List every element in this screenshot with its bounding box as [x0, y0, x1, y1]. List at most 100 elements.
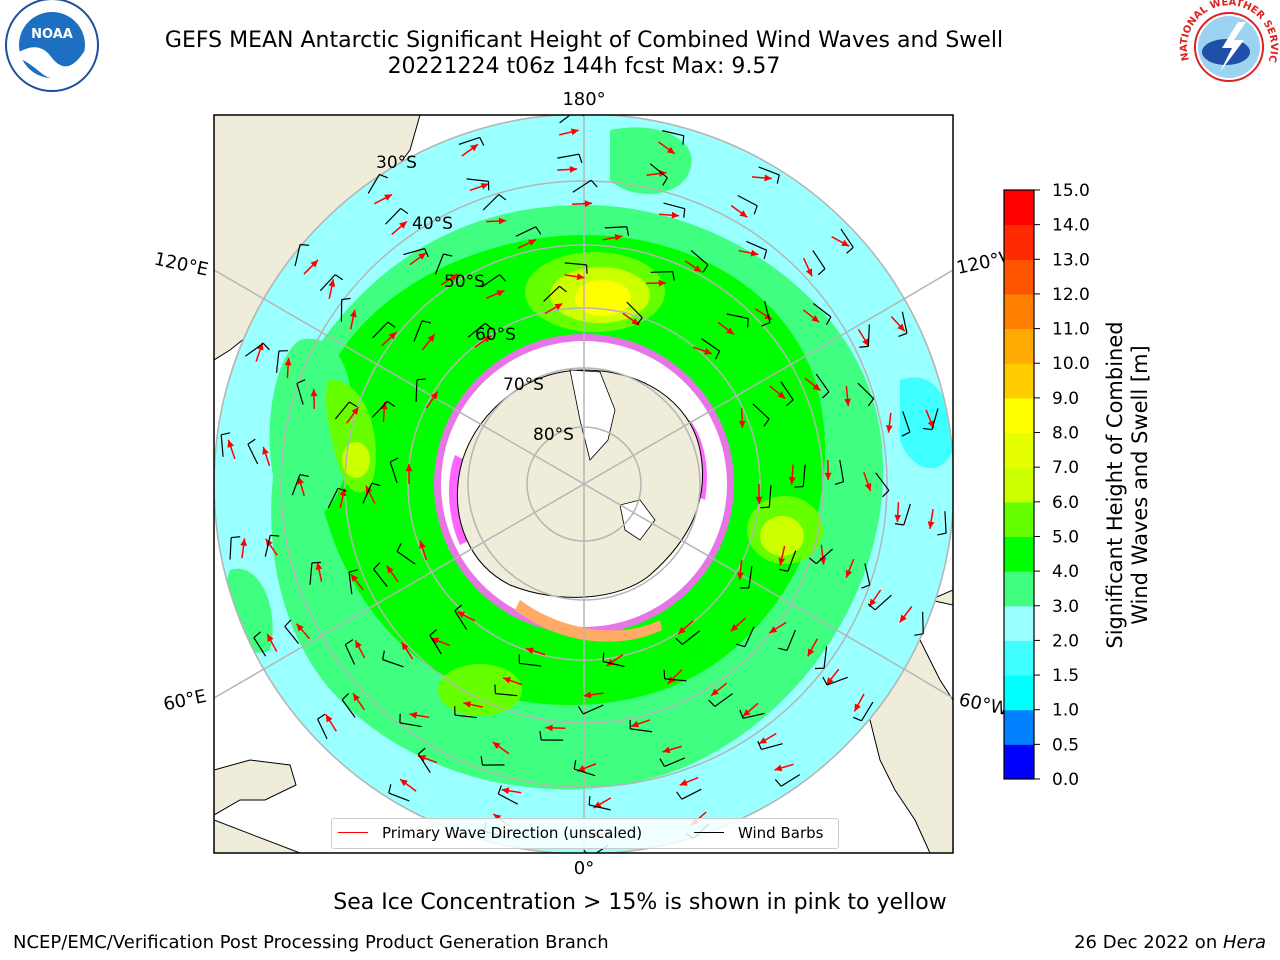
- wave-arrow-head: [730, 623, 739, 632]
- wave-arrow-head: [739, 210, 748, 218]
- wind-barb-staff: [701, 338, 720, 352]
- wind-barb-staff: [901, 311, 908, 334]
- wave-arrow-head: [704, 348, 713, 355]
- wind-barb-staff: [327, 488, 339, 509]
- wind-barb-staff: [245, 342, 264, 357]
- lat-label-80s: 80°S: [533, 425, 574, 445]
- colorbar-tick-label: 1.5: [1052, 666, 1079, 686]
- wind-barb-staff: [515, 226, 537, 237]
- wave-arrow-head: [897, 323, 905, 332]
- wind-barb-staff: [396, 550, 416, 565]
- colorbar-tick-label: 3.0: [1052, 597, 1079, 617]
- credit-date: 26 Dec 2022 on Hera: [1074, 932, 1266, 953]
- map-frame: [213, 114, 954, 854]
- wind-barb-staff: [582, 704, 604, 715]
- wind-barb-staff: [284, 626, 300, 644]
- wind-barb-flag: [825, 316, 832, 326]
- wind-barb-staff: [839, 459, 845, 482]
- wave-arrow-head: [679, 779, 688, 786]
- wind-barb-staff: [557, 153, 580, 159]
- colorbar-segment: [1004, 744, 1034, 780]
- wind-barb-staff: [574, 768, 596, 777]
- wind-barb-flag: [922, 427, 933, 431]
- wind-barb-flag: [416, 378, 426, 381]
- wind-barb-staff: [399, 722, 422, 728]
- wind-barb-flag: [590, 179, 598, 188]
- wind-barb-staff: [826, 676, 848, 686]
- wind-barb-staff: [454, 714, 477, 719]
- wave-arrow-head: [862, 338, 869, 347]
- wind-barb-staff: [758, 166, 780, 176]
- colorbar-tick-label: 8.0: [1052, 424, 1079, 444]
- wave-arrow-head: [380, 401, 388, 410]
- wind-barb-staff: [864, 563, 871, 586]
- colorbar-tick-label: 0.5: [1052, 735, 1079, 755]
- wave-arrow-head: [841, 239, 850, 247]
- colorbar-label-line1: Significant Height of Combined: [1103, 321, 1127, 649]
- wave-arrow-head: [774, 764, 783, 772]
- colorbar-frame: [1003, 189, 1035, 780]
- colorbar-tick-label: 9.0: [1052, 389, 1079, 409]
- wind-barb-staff: [458, 136, 480, 145]
- wave-arrow-head: [450, 274, 459, 281]
- wave-arrow-head: [576, 273, 585, 281]
- wind-barb-staff: [319, 274, 336, 292]
- wind-barb-staff: [294, 244, 301, 267]
- wind-barb-flag: [774, 779, 782, 787]
- wave-arrow-head: [496, 290, 505, 297]
- wave-arrow-head: [405, 464, 413, 472]
- colorbar-segment: [1004, 328, 1034, 364]
- lon-label-120e: 120°E: [152, 249, 210, 281]
- wind-barb-flag: [417, 747, 426, 755]
- wind-barb-flag: [454, 604, 463, 612]
- wind-barb-staff: [341, 699, 356, 718]
- wind-barb-staff: [291, 474, 301, 496]
- wind-barb-flag: [763, 418, 770, 427]
- wave-arrow-head: [350, 309, 357, 318]
- wind-barb-staff: [429, 634, 442, 655]
- wave-arrow-head: [894, 514, 902, 523]
- wave-arrow-head: [388, 332, 397, 340]
- wind-barb-flag: [577, 705, 584, 715]
- wind-barb-staff: [780, 774, 801, 787]
- wind-barb-staff: [663, 202, 685, 210]
- lat-label-60s: 60°S: [475, 325, 516, 345]
- wind-barb-staff: [466, 178, 489, 182]
- wind-barb-flag: [901, 431, 911, 437]
- wind-barb-flag: [429, 629, 438, 636]
- wind-barb-staff: [874, 594, 892, 611]
- wave-arrow-head: [742, 709, 751, 717]
- colorbar-segment: [1004, 259, 1034, 295]
- wind-barb-staff: [867, 324, 870, 347]
- wind-barb-staff: [902, 411, 911, 433]
- colorbar-segment: [1004, 640, 1034, 676]
- wave-arrow-head: [666, 146, 675, 154]
- wind-barb-staff: [344, 644, 356, 665]
- wind-barb-flag: [387, 321, 396, 328]
- colorbar-segment: [1004, 501, 1034, 537]
- wind-barb-staff: [247, 444, 259, 465]
- colorbar-tick-label: 15.0: [1052, 181, 1090, 201]
- wind-barb-flag: [499, 274, 507, 282]
- wave-arrow-head: [824, 472, 832, 480]
- host-name: Hera: [1222, 932, 1266, 953]
- wind-barb-flag: [760, 506, 770, 509]
- wind-barb-staff: [768, 485, 772, 508]
- wind-barb-swatch: [694, 832, 724, 833]
- wave-arrow-head: [570, 128, 579, 136]
- wind-barb-flag: [682, 135, 685, 145]
- wind-barb-flag: [371, 482, 381, 487]
- wave-arrow-head: [427, 334, 435, 342]
- wave-arrow-head: [726, 327, 735, 335]
- wind-barb-staff: [543, 285, 560, 302]
- wave-arrow-head: [678, 626, 686, 635]
- wind-barb-flag: [345, 639, 354, 646]
- wind-barb-staff: [857, 382, 875, 400]
- wave-arrow-head: [483, 335, 492, 343]
- colorbar-tick-label: 12.0: [1052, 285, 1090, 305]
- wind-barb-staff: [519, 662, 542, 667]
- wind-barb-flag: [636, 317, 643, 326]
- wave-arrow-head: [812, 383, 821, 391]
- wind-barb-staff: [650, 271, 673, 273]
